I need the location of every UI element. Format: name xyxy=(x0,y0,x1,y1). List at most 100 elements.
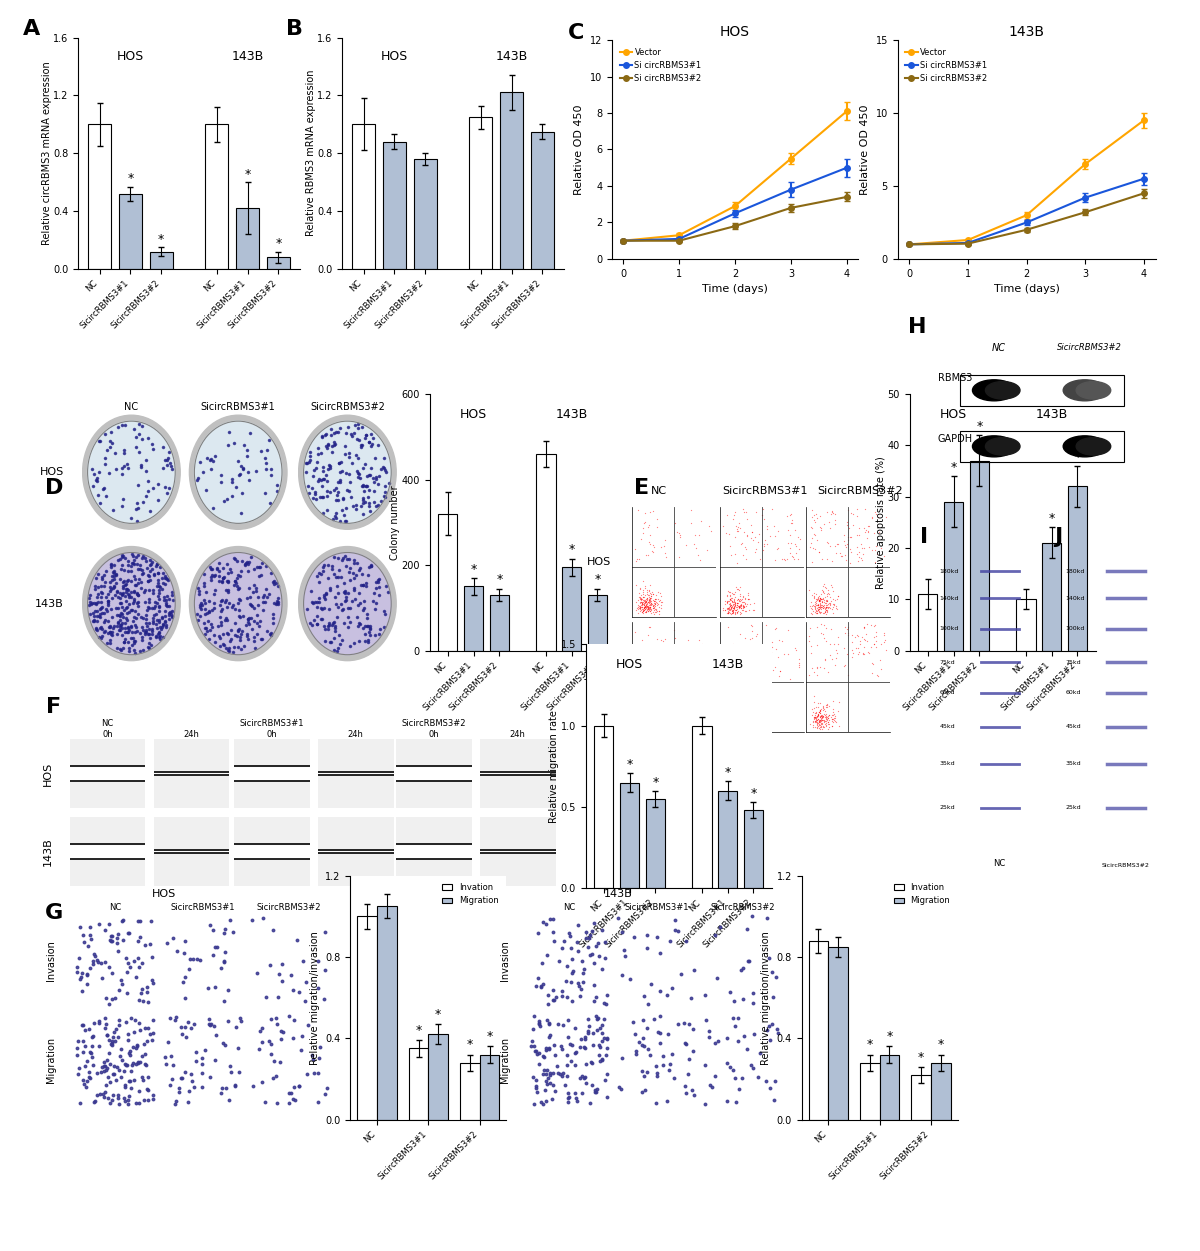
Point xyxy=(854,629,874,649)
Point xyxy=(727,704,746,724)
Point xyxy=(766,525,785,545)
Point xyxy=(815,712,834,732)
Point xyxy=(646,716,665,736)
Point xyxy=(718,598,737,618)
Point xyxy=(809,712,828,732)
Point xyxy=(851,631,870,651)
Point xyxy=(635,711,654,731)
Point xyxy=(730,595,749,615)
Bar xyxy=(562,567,581,651)
Point xyxy=(640,588,659,608)
Point xyxy=(820,633,839,653)
Point xyxy=(812,707,832,727)
Point xyxy=(868,544,887,564)
Point xyxy=(732,594,751,614)
Point xyxy=(718,505,737,525)
Title: SicircRBMS3#1: SicircRBMS3#1 xyxy=(200,402,276,412)
Bar xyxy=(234,859,310,886)
Point xyxy=(701,520,720,540)
Point xyxy=(752,505,772,525)
Bar xyxy=(88,124,112,269)
Point xyxy=(866,622,886,642)
Point xyxy=(754,540,773,560)
Point xyxy=(640,618,659,638)
Point xyxy=(733,545,752,565)
Bar xyxy=(490,595,509,651)
Point xyxy=(727,706,746,726)
Point xyxy=(642,713,661,733)
Text: NC: NC xyxy=(650,487,667,495)
Point xyxy=(719,702,738,722)
Point xyxy=(790,654,809,674)
Point xyxy=(632,712,652,732)
Point xyxy=(820,518,839,538)
Point xyxy=(727,593,746,613)
Point xyxy=(817,533,836,553)
Point xyxy=(806,592,826,612)
Point xyxy=(629,595,648,615)
Bar xyxy=(318,776,394,808)
Point xyxy=(852,548,871,568)
Point xyxy=(836,623,856,643)
Point xyxy=(730,595,749,615)
Point xyxy=(631,691,650,711)
Point xyxy=(634,582,653,602)
Point xyxy=(654,708,673,728)
Point xyxy=(631,714,650,734)
Point xyxy=(810,702,829,722)
Point xyxy=(631,702,650,722)
Point xyxy=(731,708,750,728)
Point xyxy=(649,713,668,733)
Y-axis label: Relative circRBMS3 mRNA expression: Relative circRBMS3 mRNA expression xyxy=(42,61,52,245)
Point xyxy=(725,708,744,728)
Point xyxy=(815,649,834,669)
Point xyxy=(769,629,788,649)
Text: HOS: HOS xyxy=(380,50,408,64)
Point xyxy=(809,599,828,619)
Text: *: * xyxy=(950,462,956,474)
Text: 75kd: 75kd xyxy=(940,661,955,664)
Text: *: * xyxy=(470,563,476,575)
Point xyxy=(713,699,732,719)
Point xyxy=(810,712,829,732)
Point xyxy=(690,549,709,569)
Point xyxy=(647,584,666,604)
Point xyxy=(636,716,655,736)
Point xyxy=(851,534,870,554)
Point xyxy=(641,585,660,605)
Point xyxy=(629,709,648,729)
Point xyxy=(817,707,836,727)
Point xyxy=(637,595,656,615)
Point xyxy=(779,620,798,641)
Point xyxy=(636,592,655,612)
Point xyxy=(810,594,829,614)
Point xyxy=(727,716,746,736)
Point xyxy=(743,615,762,636)
Point xyxy=(805,703,824,723)
Y-axis label: Colony number: Colony number xyxy=(390,485,400,559)
Point xyxy=(718,603,737,623)
Point xyxy=(715,714,734,734)
Point xyxy=(810,712,829,732)
Point xyxy=(818,583,838,603)
Point xyxy=(810,588,829,608)
Point xyxy=(838,534,857,554)
Point xyxy=(757,662,776,682)
Bar xyxy=(266,258,290,269)
Point xyxy=(803,704,822,724)
Point xyxy=(647,589,666,609)
Point xyxy=(746,539,766,559)
Point xyxy=(839,666,858,686)
Point xyxy=(635,712,654,732)
Title: 24h: 24h xyxy=(510,729,526,738)
Text: C: C xyxy=(568,23,584,43)
Text: HOS: HOS xyxy=(460,408,487,422)
Point xyxy=(637,698,656,718)
Point xyxy=(647,706,666,726)
Point xyxy=(720,587,739,607)
Point xyxy=(803,595,822,615)
Point xyxy=(697,647,716,667)
Point xyxy=(635,717,654,737)
Point xyxy=(745,647,764,667)
Point xyxy=(817,708,836,728)
